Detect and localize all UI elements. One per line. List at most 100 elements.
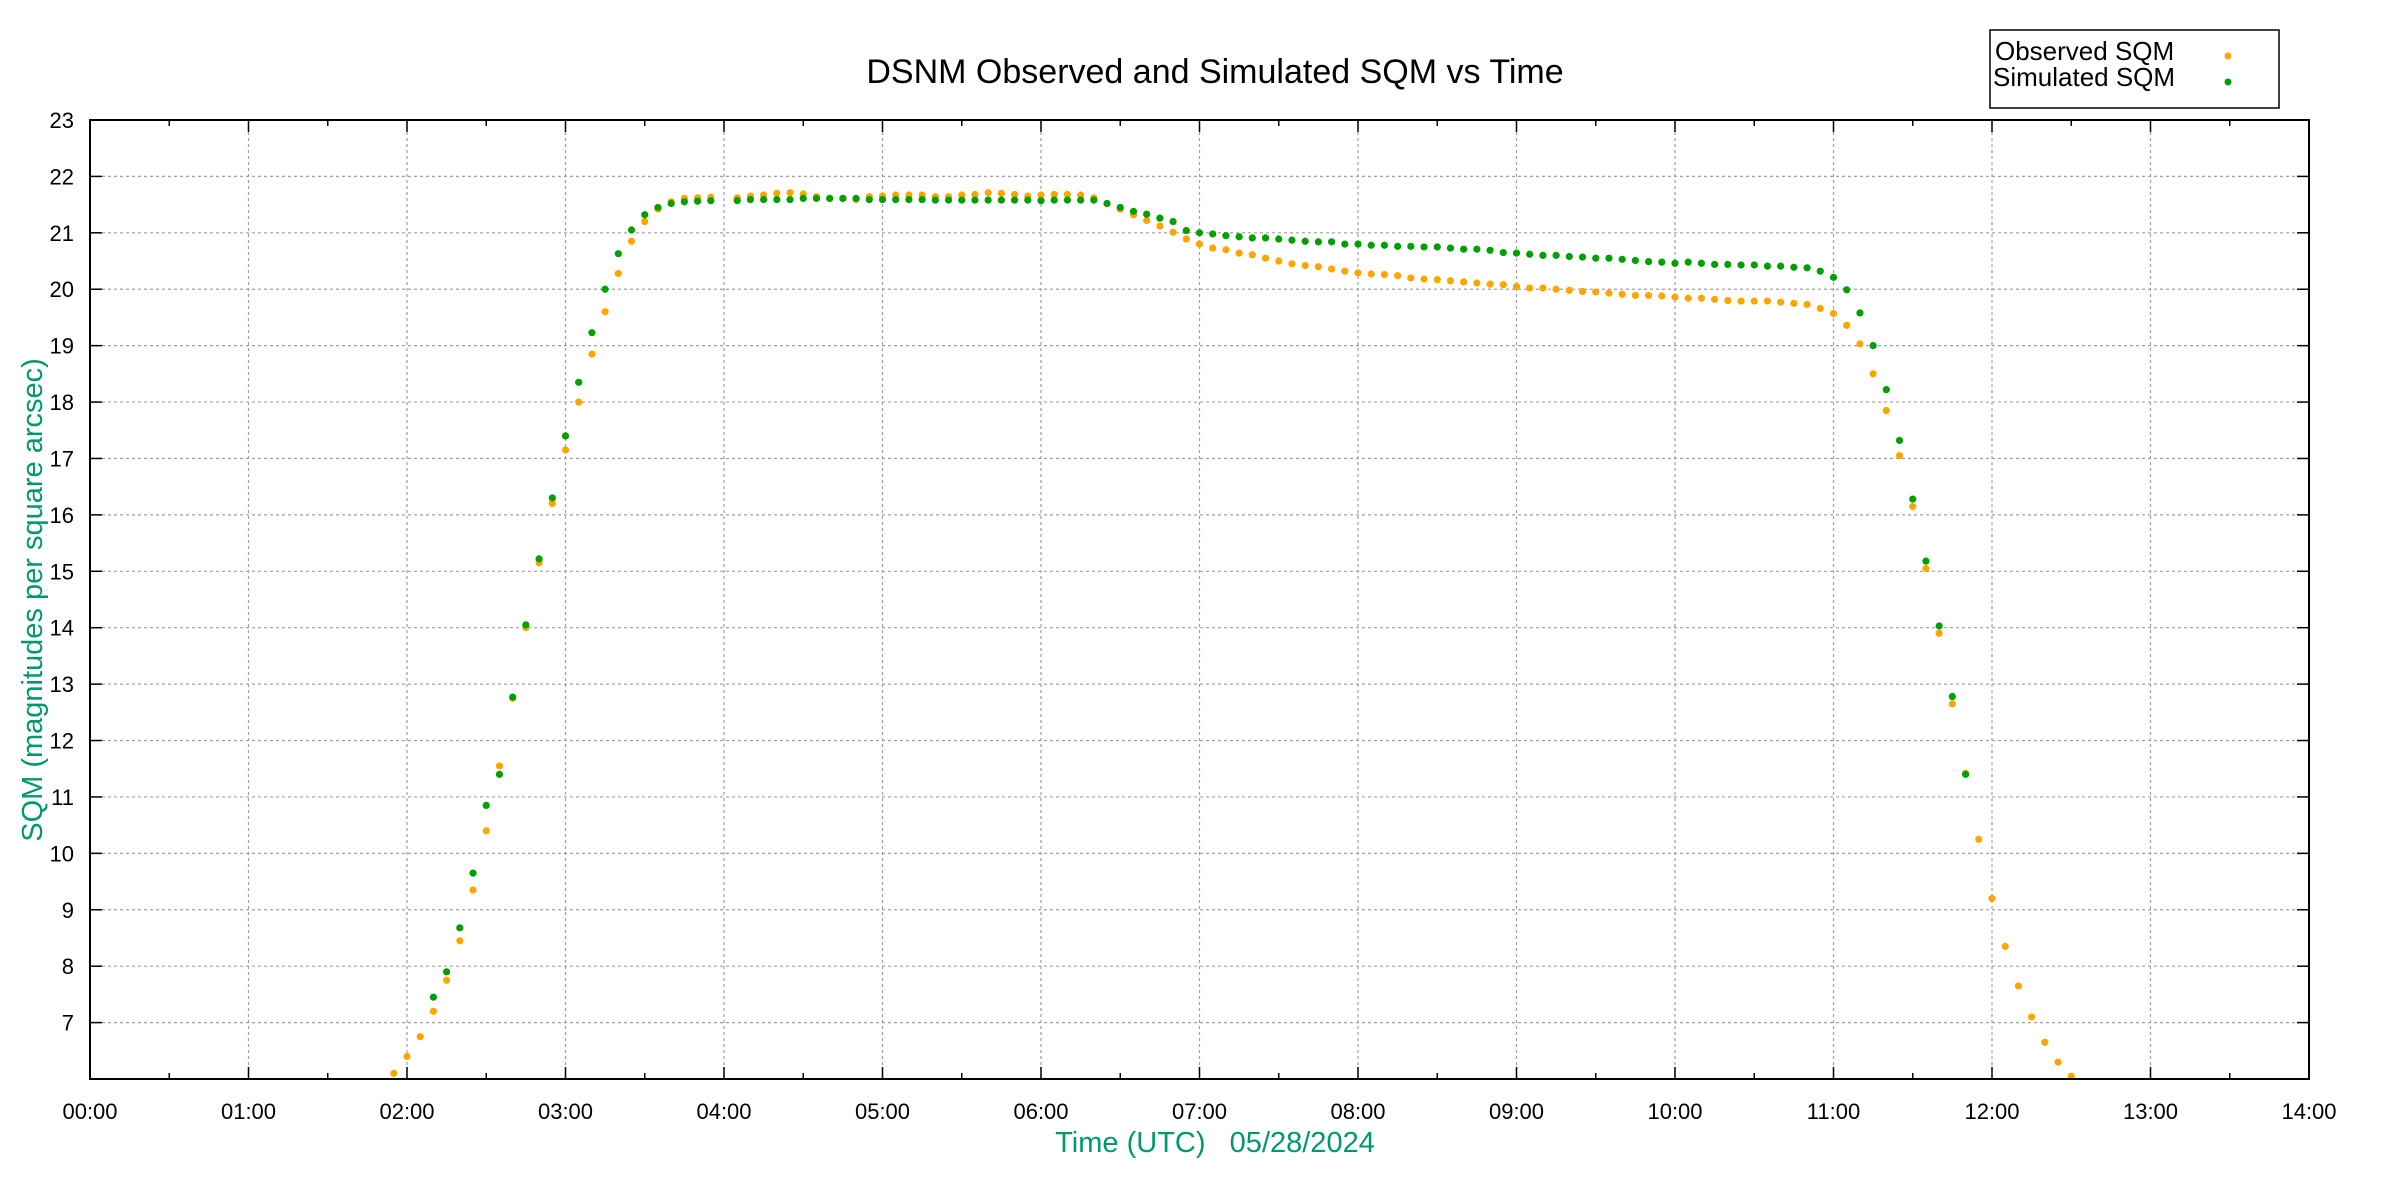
data-point — [1169, 228, 1177, 236]
x-axis-label: Time (UTC) 05/28/2024 — [1055, 1127, 1375, 1159]
legend-box — [1989, 29, 2280, 109]
data-point — [1829, 309, 1838, 318]
data-point — [1446, 244, 1455, 252]
data-point — [892, 195, 900, 204]
data-point — [1407, 242, 1415, 250]
data-point — [2014, 982, 2023, 990]
data-point — [786, 189, 794, 197]
data-point — [1486, 246, 1494, 254]
data-point — [2028, 1013, 2036, 1021]
data-point — [2001, 942, 2009, 951]
data-point — [1235, 249, 1243, 257]
data-point — [1077, 191, 1085, 199]
data-point — [522, 621, 530, 629]
data-point — [1565, 252, 1573, 261]
data-point — [852, 194, 860, 203]
data-point — [588, 350, 596, 358]
data-point — [984, 196, 992, 204]
data-point — [878, 195, 887, 204]
data-point — [627, 237, 636, 245]
data-point — [1195, 240, 1204, 248]
data-point — [1512, 249, 1521, 257]
data-point — [1922, 564, 1930, 573]
data-point — [1763, 262, 1772, 270]
data-point — [1420, 243, 1428, 251]
data-point — [1539, 251, 1547, 259]
data-point — [865, 195, 873, 204]
data-point — [1275, 235, 1283, 243]
data-point — [1816, 267, 1824, 275]
x-tick-label: 02:00 — [379, 1099, 434, 1124]
data-point — [495, 770, 504, 778]
data-point — [2067, 1072, 2075, 1080]
series-observed-sqm — [390, 189, 2075, 1080]
x-tick-label: 11:00 — [1807, 1099, 1860, 1124]
data-point — [1341, 267, 1349, 275]
data-point — [1222, 246, 1230, 254]
data-point — [482, 827, 490, 835]
y-tick-label: 20 — [50, 277, 74, 302]
data-point — [1697, 259, 1706, 267]
legend: Observed SQM Simulated SQM — [1989, 29, 2280, 109]
data-point — [1209, 244, 1217, 252]
legend-marker-simulated — [2224, 78, 2232, 86]
data-point — [1895, 436, 1904, 445]
data-point — [1143, 210, 1151, 218]
x-tick-label: 04:00 — [696, 1099, 751, 1124]
data-point — [1327, 238, 1336, 246]
data-point — [1829, 273, 1838, 281]
data-point — [429, 993, 438, 1001]
data-point — [575, 398, 583, 406]
data-point — [403, 1052, 411, 1061]
data-point — [1050, 196, 1058, 204]
data-point — [1327, 265, 1336, 273]
data-point — [1909, 495, 1917, 503]
data-point — [984, 189, 992, 197]
data-point — [1473, 245, 1481, 253]
data-point — [1618, 255, 1626, 263]
data-point — [601, 285, 609, 293]
data-point — [1235, 233, 1243, 241]
data-point — [1354, 240, 1362, 248]
data-point — [1090, 196, 1098, 204]
data-point — [1644, 291, 1653, 300]
data-point — [1433, 243, 1441, 251]
data-point — [918, 195, 926, 204]
data-point — [773, 195, 781, 204]
data-point — [1803, 264, 1811, 272]
data-point — [429, 1007, 438, 1015]
data-point — [1024, 196, 1032, 204]
data-point — [1050, 190, 1058, 199]
data-point — [548, 500, 556, 508]
data-point — [1460, 278, 1468, 286]
x-tick-label: 08:00 — [1330, 1099, 1385, 1124]
y-tick-label: 23 — [50, 108, 74, 133]
data-point — [588, 329, 596, 337]
data-point — [1578, 287, 1587, 296]
data-point — [1592, 288, 1600, 296]
data-point — [641, 217, 649, 226]
data-point — [760, 195, 768, 204]
data-point — [456, 924, 464, 932]
data-point — [2041, 1038, 2049, 1046]
data-point — [1948, 700, 1956, 708]
legend-marker-observed — [2224, 52, 2232, 60]
data-point — [997, 189, 1005, 197]
data-point — [812, 194, 821, 203]
data-point — [1209, 230, 1217, 238]
data-point — [509, 693, 517, 701]
data-point — [1790, 299, 1798, 307]
data-point — [575, 378, 583, 386]
y-tick-label: 14 — [50, 616, 74, 641]
data-point — [680, 198, 688, 206]
data-point — [1790, 263, 1798, 271]
data-point — [1301, 237, 1309, 245]
y-tick-label: 13 — [50, 672, 74, 697]
data-point — [1816, 304, 1824, 313]
y-tick-label: 15 — [50, 559, 74, 584]
data-point — [1248, 251, 1256, 259]
data-point — [1711, 260, 1719, 269]
data-point — [1539, 284, 1547, 292]
data-point — [1420, 275, 1428, 283]
data-point — [1552, 251, 1560, 259]
